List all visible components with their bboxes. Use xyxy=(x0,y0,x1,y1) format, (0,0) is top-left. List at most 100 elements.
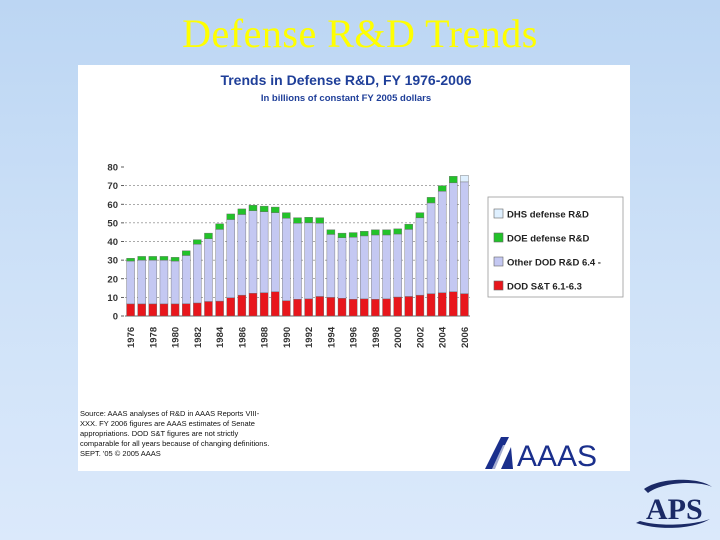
y-tick-label: 50 xyxy=(107,218,118,229)
aaas-emblem-icon xyxy=(485,437,513,469)
source-note-line: comparable for all years because of chan… xyxy=(80,439,270,448)
bar-segment xyxy=(248,293,258,317)
x-tick-label: 1976 xyxy=(126,327,137,348)
bar-segment xyxy=(126,260,135,305)
y-tick-label: 30 xyxy=(107,256,118,267)
x-tick-label: 1988 xyxy=(260,327,271,348)
bar-segment xyxy=(137,256,146,261)
bar-segment xyxy=(460,181,469,294)
bar-segment xyxy=(326,297,336,317)
bar-segment xyxy=(170,260,180,305)
bar-segment xyxy=(315,217,324,224)
bar-segment xyxy=(126,258,135,262)
bar-segment xyxy=(326,229,336,235)
bar-segment xyxy=(426,202,436,294)
x-tick-label: 1994 xyxy=(326,326,337,348)
bar-segment xyxy=(159,303,169,317)
bar-segment xyxy=(259,211,269,293)
bar-segment xyxy=(393,228,402,235)
bar-segment xyxy=(449,176,458,184)
bar-segment xyxy=(304,217,313,224)
bar-segment xyxy=(304,222,313,300)
bar-segment xyxy=(360,298,369,317)
bar-segment xyxy=(182,303,191,317)
bar-segment xyxy=(282,212,291,219)
bar-segment xyxy=(248,204,258,211)
legend-label: Other DOD R&D 6.4 - xyxy=(507,258,601,269)
bar-segment xyxy=(449,291,458,317)
bar-segment xyxy=(282,218,291,301)
bar-segment xyxy=(159,256,169,261)
bar-segment xyxy=(371,299,380,317)
source-note: Source: AAAS analyses of R&D in AAAS Rep… xyxy=(80,409,315,459)
bar-segment xyxy=(404,296,413,317)
x-tick-label: 1978 xyxy=(148,327,159,348)
bar-segment xyxy=(271,206,280,213)
bar-segment xyxy=(204,232,213,239)
bar-segment xyxy=(248,210,258,294)
x-tick-label: 1990 xyxy=(282,327,293,348)
bar-segment xyxy=(148,303,158,317)
bar-segment xyxy=(170,303,180,317)
y-tick-label: 20 xyxy=(107,274,118,285)
bar-segment xyxy=(170,257,180,262)
bar-segment xyxy=(315,296,324,317)
bar-segment xyxy=(237,294,247,317)
bar-segment xyxy=(182,250,191,256)
bar-segment xyxy=(437,292,447,317)
bar-segment xyxy=(404,229,413,297)
legend-box xyxy=(487,196,624,298)
legend-swatch xyxy=(493,208,504,219)
bar-segment xyxy=(204,238,213,302)
bar-segment xyxy=(226,297,235,317)
aps-underline-icon xyxy=(636,519,710,528)
bar-segment xyxy=(226,213,235,220)
bar-segment xyxy=(148,256,158,261)
chart-subtitle: In billions of constant FY 2005 dollars xyxy=(261,93,431,104)
bar-segment xyxy=(337,232,347,238)
bar-segment xyxy=(393,296,402,317)
bar-segment xyxy=(259,292,269,317)
bar-segment xyxy=(193,244,202,304)
bar-segment xyxy=(371,234,380,300)
bar-segment xyxy=(337,237,347,299)
x-tick-label: 1992 xyxy=(304,327,315,348)
chart-title: Trends in Defense R&D, FY 1976-2006 xyxy=(220,72,471,88)
aps-logo: APS xyxy=(636,479,712,528)
bar-segment xyxy=(382,229,391,236)
bar-segment xyxy=(215,223,224,230)
bar-segment xyxy=(148,259,158,305)
slide-title: Defense R&D Trends xyxy=(182,11,538,56)
bar-segment xyxy=(437,185,447,192)
bar-segment xyxy=(382,298,391,317)
legend-label: DHS defense R&D xyxy=(507,210,589,221)
y-tick-label: 60 xyxy=(107,200,118,211)
x-tick-label: 1998 xyxy=(371,327,382,348)
bar-segment xyxy=(426,293,436,317)
y-tick-label: 70 xyxy=(107,181,118,192)
bar-segment xyxy=(182,255,191,304)
chart: Trends in Defense R&D, FY 1976-2006 In b… xyxy=(107,72,624,348)
bar-segment xyxy=(271,291,280,317)
bar-segment xyxy=(326,234,336,298)
bar-segment xyxy=(282,300,291,317)
bar-segment xyxy=(348,299,358,317)
bar-segment xyxy=(360,235,369,300)
bar-segment xyxy=(337,298,347,317)
legend-label: DOD S&T 6.1-6.3 xyxy=(507,282,582,293)
source-note-line: appropriations. DOD S&T figures are not … xyxy=(80,429,239,438)
x-axis: 1976 1978 1980 1982 1984 1986 1988 1990 1992 1994… xyxy=(126,326,471,348)
x-tick-label: 2006 xyxy=(460,327,471,348)
bar-segment xyxy=(415,294,425,317)
bar-segment xyxy=(415,217,425,296)
x-tick-label: 2004 xyxy=(438,326,449,348)
y-tick-label: 80 xyxy=(107,163,118,174)
bar-segment xyxy=(159,259,169,305)
bar-segment xyxy=(426,197,436,204)
bar-segment xyxy=(193,302,202,317)
legend-label: DOE defense R&D xyxy=(507,234,589,245)
bar-segment xyxy=(126,303,135,317)
bar-segment xyxy=(193,239,202,245)
x-tick-label: 1980 xyxy=(171,327,182,348)
bar-segment xyxy=(293,299,302,317)
